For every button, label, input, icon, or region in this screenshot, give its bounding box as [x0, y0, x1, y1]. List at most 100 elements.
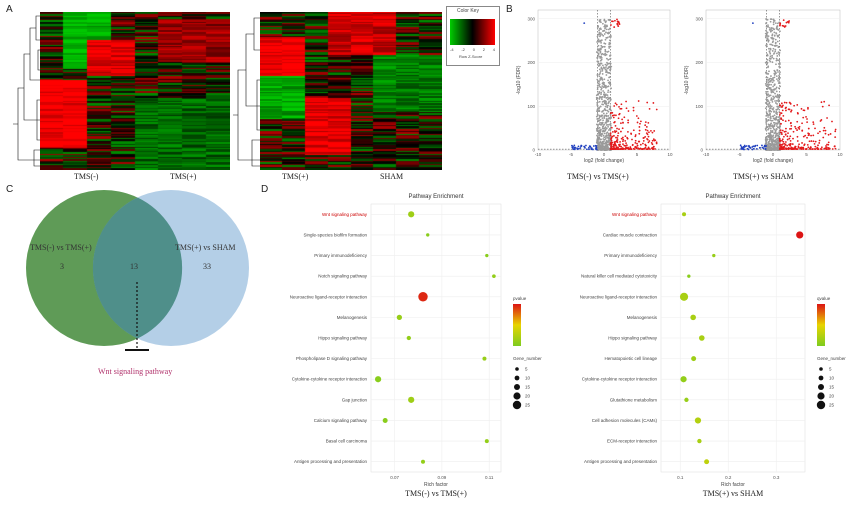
- volcano-point-ns: [768, 95, 770, 98]
- volcano-point-up: [637, 147, 640, 150]
- volcano-point-ns: [778, 73, 781, 76]
- volcano-point-up: [789, 139, 792, 142]
- volcano-point-ns: [777, 100, 780, 103]
- volcano-point-ns: [598, 136, 601, 139]
- volcano-point-up: [627, 110, 630, 112]
- volcano-point-up: [801, 122, 803, 125]
- volcano-point-up: [626, 136, 629, 139]
- volcano-point-ns: [771, 56, 774, 59]
- volcano-point-ns: [765, 111, 768, 113]
- volcano-point-ns: [600, 62, 602, 65]
- color-key-ticks: -4 -2 0 2 4: [450, 47, 495, 52]
- volcano-point-up: [824, 147, 826, 150]
- volcano-point-ns: [596, 125, 599, 128]
- volcano-point-up: [826, 143, 828, 146]
- volcano-point-ns: [600, 91, 602, 94]
- volcano-point-up: [785, 101, 788, 104]
- volcano-point-ns: [771, 33, 774, 36]
- volcano-point-ns: [605, 74, 608, 76]
- volcano-point-up: [822, 136, 825, 139]
- dotplot-legend-size-label: 20: [829, 394, 835, 399]
- volcano-point-down: [571, 144, 573, 147]
- dotplot-legend-size-title: Gene_number: [817, 356, 846, 361]
- volcano-point-ns: [606, 118, 608, 121]
- volcano-point-up: [780, 131, 783, 134]
- volcano-point-up: [619, 107, 622, 110]
- volcano-point-up: [788, 137, 791, 140]
- volcano-point-ns: [776, 103, 778, 105]
- volcano-point-ns: [770, 149, 773, 151]
- volcano-point-up: [816, 148, 819, 151]
- volcano-point-ns: [608, 100, 610, 103]
- volcano-point-ns: [599, 57, 602, 59]
- volcano-point-down: [765, 145, 768, 147]
- volcano-point-ns: [769, 20, 772, 23]
- dotplot-xtick: 0.07: [390, 475, 399, 480]
- volcano-point-up: [802, 147, 805, 150]
- volcano-point-ns: [766, 94, 769, 97]
- volcano-point-up: [811, 148, 814, 150]
- volcano-point-up: [610, 143, 612, 146]
- volcano-point-up: [782, 135, 785, 138]
- volcano-point-ns: [604, 94, 607, 96]
- volcano-point-ns: [601, 46, 604, 49]
- dotplot-term: Gap junction: [342, 397, 368, 402]
- volcano-point-up: [627, 119, 630, 122]
- volcano-ylabel: -log10 (FDR): [684, 65, 690, 94]
- volcano-point-ns: [771, 124, 774, 127]
- volcano-point-ns: [601, 142, 604, 145]
- volcano-point-ns: [598, 126, 601, 129]
- volcano-point-ns: [600, 76, 602, 79]
- volcano-point-ns: [595, 141, 598, 144]
- dotplot-legend-size-label: 10: [829, 376, 835, 381]
- volcano-point-up: [632, 147, 635, 150]
- volcano-point-up: [812, 121, 815, 124]
- dotplot-point: [485, 253, 489, 258]
- volcano-point-up: [789, 135, 792, 138]
- volcano-point-ns: [596, 86, 599, 89]
- dotplot-term: Melanogenesis: [337, 315, 368, 320]
- color-key-tick: 0: [472, 47, 475, 52]
- volcano-point-up: [620, 103, 623, 106]
- color-key-title: Color Key: [457, 8, 479, 14]
- dotplot-legend-color-bar: [513, 304, 521, 346]
- volcano-point-up: [789, 144, 792, 147]
- volcano-point-ns: [778, 74, 780, 77]
- volcano-point-up: [634, 139, 637, 142]
- color-key: Color Key -4 -2 0 2 4 Row Z-Score: [446, 6, 500, 66]
- volcano-point-up: [798, 143, 800, 146]
- volcano-point-up: [812, 123, 815, 126]
- volcano-point-ns: [776, 55, 779, 57]
- volcano-point-up: [790, 121, 792, 124]
- volcano-point-up: [648, 131, 650, 134]
- volcano-point-ns: [599, 51, 602, 54]
- volcano-point-up: [622, 143, 624, 146]
- volcano-point-up: [796, 135, 799, 138]
- volcano-point-ns: [765, 122, 768, 125]
- volcano-point-up: [652, 138, 655, 141]
- volcano-point-ns: [775, 128, 778, 131]
- volcano-point-ns: [602, 134, 605, 137]
- volcano-point-up: [615, 130, 618, 133]
- volcano-point-ns: [598, 31, 601, 34]
- volcano-point-down: [748, 144, 750, 147]
- volcano-point-ns: [774, 71, 777, 74]
- dotplot-legend-size-label: 5: [829, 367, 832, 372]
- volcano-point-ns: [769, 117, 772, 120]
- volcano-point-ns: [598, 29, 600, 32]
- volcano-point-ns: [769, 18, 772, 21]
- dotplot-legend-size-dot: [514, 375, 520, 381]
- volcano-point-ns: [599, 149, 602, 151]
- volcano-point-ns: [606, 96, 609, 99]
- dotplot-term: Antigen processing and presentation: [294, 459, 368, 464]
- volcano-point-up: [612, 147, 615, 150]
- volcano-point-up: [780, 102, 783, 105]
- volcano-point-ns: [766, 38, 769, 41]
- panel-label-c: C: [6, 184, 14, 195]
- volcano-point-ns: [775, 108, 778, 111]
- volcano-point-up: [625, 144, 628, 147]
- volcano-point-up: [648, 140, 651, 142]
- dotplot-point: [697, 438, 702, 444]
- volcano-point-ns: [604, 128, 607, 131]
- volcano-point-up: [785, 127, 787, 130]
